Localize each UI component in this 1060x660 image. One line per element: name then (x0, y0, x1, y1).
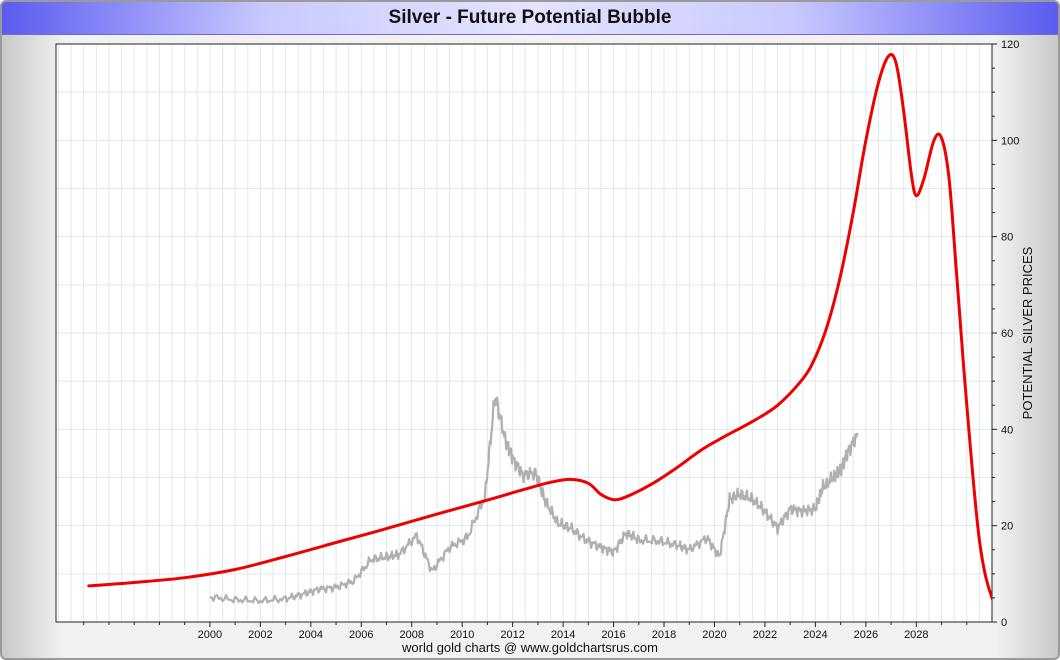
chart-title: Silver - Future Potential Bubble (2, 2, 1058, 35)
x-tick-label: 2004 (299, 629, 323, 641)
x-tick-label: 2010 (450, 629, 474, 641)
y-tick-label: 60 (1001, 328, 1013, 340)
y-tick-label: 80 (1001, 232, 1013, 244)
x-tick-label: 2020 (702, 629, 726, 641)
x-tick-label: 2016 (601, 629, 625, 641)
x-tick-label: 2024 (803, 629, 827, 641)
x-tick-label: 2008 (399, 629, 423, 641)
x-tick-label: 2000 (198, 629, 222, 641)
x-tick-label: 2014 (551, 629, 575, 641)
x-tick-label: 2026 (854, 629, 878, 641)
y-tick-label: 120 (1001, 39, 1019, 51)
y-tick-label: 100 (1001, 135, 1019, 147)
x-tick-label: 2018 (652, 629, 676, 641)
x-tick-label: 2022 (753, 629, 777, 641)
y-axis-label: POTENTIAL SILVER PRICES (1020, 246, 1035, 419)
y-tick-label: 20 (1001, 521, 1013, 533)
x-tick-label: 2028 (904, 629, 928, 641)
x-tick-label: 2006 (349, 629, 373, 641)
series-line-actual-silver-price (209, 396, 859, 605)
x-tick-label: 2012 (500, 629, 524, 641)
chart-footer: world gold charts @ www.goldchartsrus.co… (402, 640, 658, 655)
series-line-potential-silver-price (87, 52, 992, 602)
y-tick-label: 40 (1001, 424, 1013, 436)
x-tick-label: 2002 (248, 629, 272, 641)
y-tick-label: 0 (1001, 617, 1007, 629)
